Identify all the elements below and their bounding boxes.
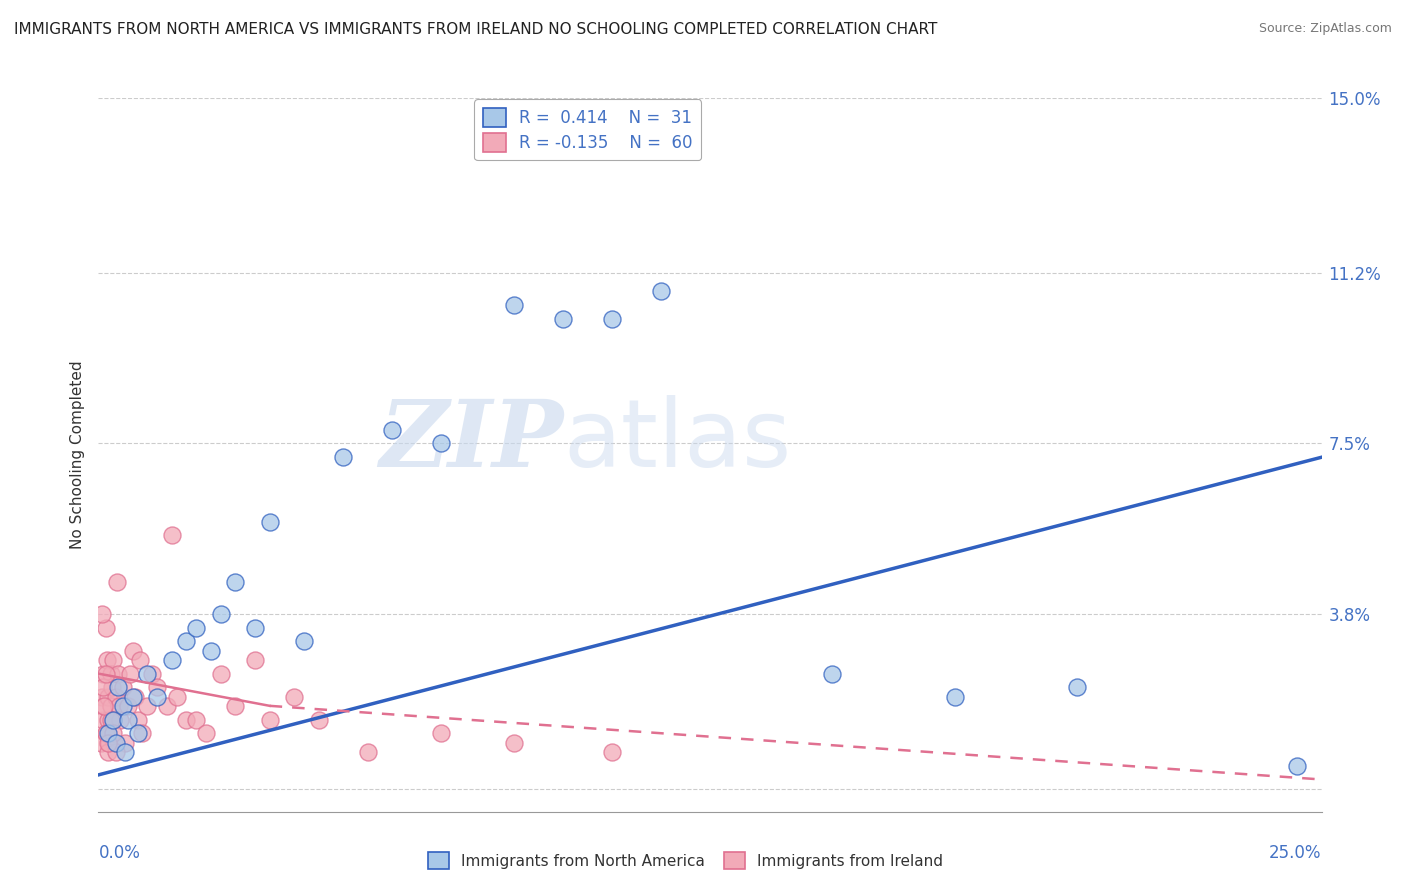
Point (91, 666, 114, 681)
Point (101, 726, 124, 740)
Point (111, 681, 134, 695)
Point (121, 643, 143, 657)
Point (136, 698, 159, 713)
Point (103, 736, 125, 750)
Point (127, 713, 149, 727)
Point (104, 690, 127, 704)
Point (94, 666, 117, 681)
Point (104, 745, 127, 759)
Point (160, 528, 183, 542)
Point (93, 698, 115, 713)
Point (292, 634, 315, 648)
Point (114, 745, 136, 759)
Point (503, 298, 526, 312)
Point (94, 726, 117, 740)
Point (259, 515, 281, 529)
Point (108, 698, 131, 713)
Point (107, 666, 129, 681)
Point (166, 690, 188, 704)
Point (209, 666, 232, 681)
Point (243, 621, 266, 635)
Point (96, 653, 118, 667)
Point (821, 666, 844, 681)
Point (117, 713, 139, 727)
Point (553, 312, 575, 326)
Point (160, 653, 183, 667)
Point (97, 745, 120, 759)
Point (1066, 681, 1088, 695)
Point (107, 681, 129, 695)
Y-axis label: No Schooling Completed: No Schooling Completed (70, 360, 86, 549)
Text: ZIP: ZIP (380, 396, 564, 485)
Point (100, 666, 122, 681)
Point (176, 713, 198, 727)
Point (332, 450, 354, 465)
Point (111, 698, 134, 713)
Point (141, 666, 163, 681)
Point (430, 726, 453, 740)
Point (101, 653, 124, 667)
Point (100, 713, 122, 727)
Point (156, 698, 179, 713)
Point (243, 653, 266, 667)
Point (186, 621, 208, 635)
Point (600, 312, 623, 326)
Point (120, 666, 142, 681)
Point (101, 713, 124, 727)
Text: Source: ZipAtlas.com: Source: ZipAtlas.com (1258, 22, 1392, 36)
Point (121, 690, 143, 704)
Point (600, 745, 623, 759)
Point (97, 713, 120, 727)
Point (114, 736, 136, 750)
Point (146, 690, 169, 704)
Text: IMMIGRANTS FROM NORTH AMERICA VS IMMIGRANTS FROM IRELAND NO SCHOOLING COMPLETED : IMMIGRANTS FROM NORTH AMERICA VS IMMIGRA… (14, 22, 938, 37)
Text: 0.0%: 0.0% (98, 844, 141, 862)
Point (91, 713, 114, 727)
Point (98, 736, 121, 750)
Point (97, 726, 120, 740)
Point (105, 574, 128, 589)
Point (94, 726, 117, 740)
Point (97, 690, 120, 704)
Point (101, 713, 124, 727)
Point (503, 736, 526, 750)
Point (110, 713, 132, 727)
Point (93, 698, 115, 713)
Point (195, 726, 218, 740)
Point (100, 698, 122, 713)
Point (104, 736, 127, 750)
Point (356, 745, 378, 759)
Point (90, 736, 112, 750)
Point (91, 681, 114, 695)
Point (650, 285, 672, 299)
Point (381, 423, 404, 437)
Point (117, 698, 139, 713)
Point (224, 574, 246, 589)
Point (97, 736, 120, 750)
Point (943, 690, 966, 704)
Point (91, 607, 114, 621)
Point (101, 681, 124, 695)
Point (308, 713, 330, 727)
Point (259, 713, 281, 727)
Point (131, 726, 153, 740)
Point (176, 634, 198, 648)
Point (209, 607, 232, 621)
Point (91, 690, 114, 704)
Point (94, 621, 117, 635)
Point (129, 653, 152, 667)
Point (146, 681, 169, 695)
Legend: Immigrants from North America, Immigrants from Ireland: Immigrants from North America, Immigrant… (422, 846, 949, 875)
Point (224, 698, 246, 713)
Point (136, 666, 159, 681)
Point (430, 436, 453, 450)
Text: 25.0%: 25.0% (1270, 844, 1322, 862)
Text: atlas: atlas (564, 394, 792, 487)
Point (200, 643, 222, 657)
Point (127, 726, 149, 740)
Point (283, 690, 305, 704)
Point (124, 690, 146, 704)
Point (1286, 758, 1309, 772)
Point (186, 713, 208, 727)
